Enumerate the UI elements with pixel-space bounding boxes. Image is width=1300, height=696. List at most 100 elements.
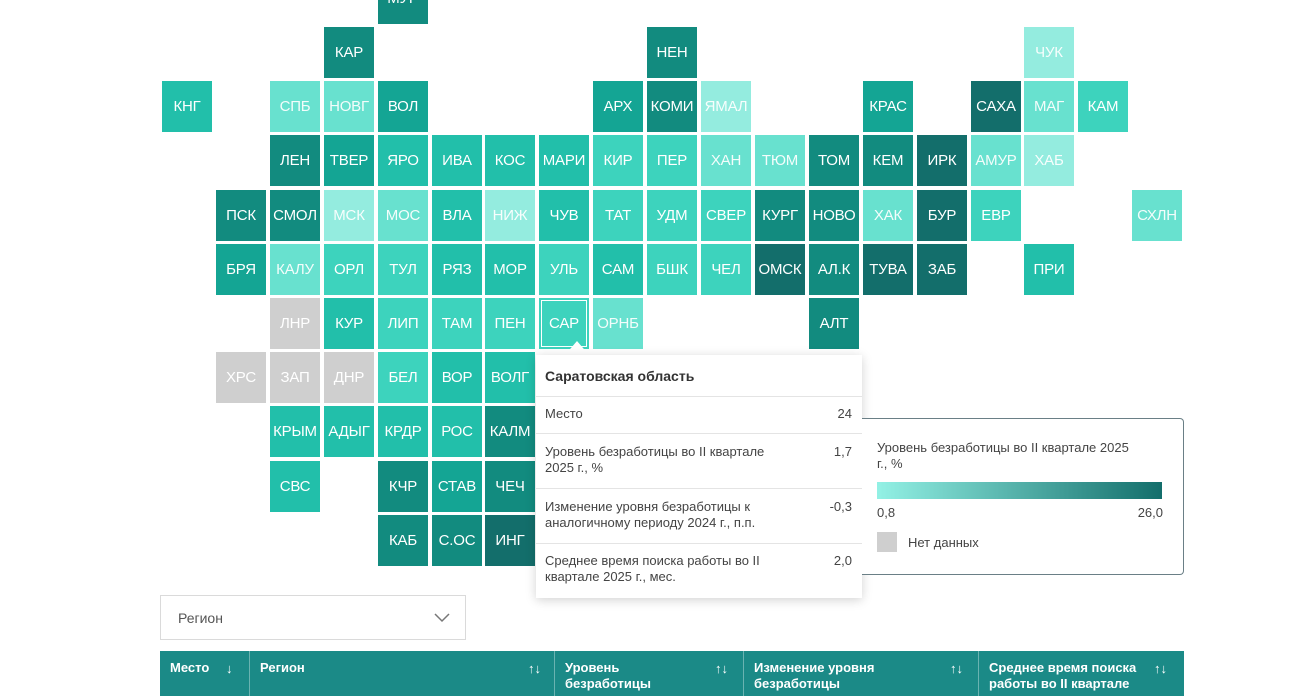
region-tile[interactable]: КОМИ — [647, 81, 697, 132]
region-tile[interactable]: АЛТ — [809, 298, 859, 349]
region-tile[interactable]: ХАБ — [1024, 135, 1074, 186]
region-tile[interactable]: НЕН — [647, 27, 697, 78]
region-tile[interactable]: САМ — [593, 244, 643, 295]
region-tile[interactable]: ТАТ — [593, 190, 643, 241]
region-tile[interactable]: ЧУВ — [539, 190, 589, 241]
region-tile[interactable]: КРАС — [863, 81, 913, 132]
region-tile[interactable]: КУР — [324, 298, 374, 349]
region-tile[interactable]: ВОЛГ — [485, 352, 535, 403]
region-tile[interactable]: СТАВ — [432, 461, 482, 512]
region-tile[interactable]: ЯМАЛ — [701, 81, 751, 132]
region-tile[interactable]: БУР — [917, 190, 967, 241]
tooltip-value-unemployment: 1,7 — [833, 444, 852, 459]
region-tile[interactable]: ЛЕН — [270, 135, 320, 186]
region-tile[interactable]: ТВЕР — [324, 135, 374, 186]
region-tile[interactable]: ИРК — [917, 135, 967, 186]
region-tile[interactable]: КАР — [324, 27, 374, 78]
column-header-change[interactable]: Изменение уровня безработицы — [744, 651, 974, 696]
region-tile[interactable]: КЕМ — [863, 135, 913, 186]
region-tile[interactable]: ТУВА — [863, 244, 913, 295]
region-tile[interactable]: БРЯ — [216, 244, 266, 295]
region-tile[interactable]: КИР — [593, 135, 643, 186]
region-tile[interactable]: МАРИ — [539, 135, 589, 186]
region-tile[interactable]: ЯРО — [378, 135, 428, 186]
region-tile[interactable]: ХРС — [216, 352, 266, 403]
region-tile[interactable]: КОС — [485, 135, 535, 186]
region-tile[interactable]: СМОЛ — [270, 190, 320, 241]
column-header-search-time[interactable]: Среднее время поиска работы во II кварта… — [979, 651, 1184, 696]
region-tile[interactable]: БЕЛ — [378, 352, 428, 403]
region-tile[interactable]: АРХ — [593, 81, 643, 132]
region-tile[interactable]: ТАМ — [432, 298, 482, 349]
region-tile[interactable]: ПЕР — [647, 135, 697, 186]
region-tile[interactable]: ЛИП — [378, 298, 428, 349]
region-tile[interactable]: ОРНБ — [593, 298, 643, 349]
region-tile[interactable]: КРЫМ — [270, 406, 320, 457]
region-tile[interactable]: ЕВР — [971, 190, 1021, 241]
region-tile[interactable]: ИНГ — [485, 515, 535, 566]
region-tile[interactable]: АДЫГ — [324, 406, 374, 457]
region-tile[interactable]: ПЕН — [485, 298, 535, 349]
region-tile[interactable]: ТЮМ — [755, 135, 805, 186]
region-tile[interactable]: САР — [539, 298, 589, 349]
region-tile[interactable]: АЛ.К — [809, 244, 859, 295]
region-tile[interactable]: ВЛА — [432, 190, 482, 241]
region-tile[interactable]: СВЕР — [701, 190, 751, 241]
sort-desc-icon[interactable]: ↓ — [226, 661, 233, 676]
region-tile[interactable]: ХАК — [863, 190, 913, 241]
region-tile[interactable]: МАГ — [1024, 81, 1074, 132]
region-tile[interactable]: САХА — [971, 81, 1021, 132]
sort-icon[interactable]: ↑↓ — [528, 661, 541, 676]
region-tile[interactable]: АМУР — [971, 135, 1021, 186]
region-tile[interactable]: НИЖ — [485, 190, 535, 241]
region-tile[interactable]: ВОЛ — [378, 81, 428, 132]
sort-icon[interactable]: ↑↓ — [1154, 661, 1167, 676]
column-header-unemployment[interactable]: Уровень безработицы — [555, 651, 740, 696]
region-tile[interactable]: ЗАП — [270, 352, 320, 403]
region-tile[interactable]: С.ОС — [432, 515, 482, 566]
region-tile[interactable]: ТОМ — [809, 135, 859, 186]
region-tile[interactable]: СХЛН — [1132, 190, 1182, 241]
region-tile[interactable]: НОВО — [809, 190, 859, 241]
region-tile[interactable]: ВОР — [432, 352, 482, 403]
region-tile[interactable]: ТУЛ — [378, 244, 428, 295]
region-tile[interactable]: СПБ — [270, 81, 320, 132]
sort-icon[interactable]: ↑↓ — [715, 661, 728, 676]
region-tile[interactable]: ПРИ — [1024, 244, 1074, 295]
region-tile[interactable]: МУР — [378, 0, 428, 24]
region-tile[interactable]: РОС — [432, 406, 482, 457]
column-header-region[interactable]: Регион — [250, 651, 553, 696]
region-tile[interactable]: ОМСК — [755, 244, 805, 295]
region-tile[interactable]: КАМ — [1078, 81, 1128, 132]
region-tile[interactable]: УДМ — [647, 190, 697, 241]
region-tile[interactable]: КРДР — [378, 406, 428, 457]
region-tile[interactable]: ЛНР — [270, 298, 320, 349]
region-tile[interactable]: ЧЕЛ — [701, 244, 751, 295]
region-tile[interactable]: СВС — [270, 461, 320, 512]
region-tile[interactable]: КАБ — [378, 515, 428, 566]
region-tile[interactable]: ХАН — [701, 135, 751, 186]
region-tile[interactable]: ЗАБ — [917, 244, 967, 295]
region-tile[interactable]: БШК — [647, 244, 697, 295]
sort-icon[interactable]: ↑↓ — [950, 661, 963, 676]
region-tile[interactable]: МОС — [378, 190, 428, 241]
region-tile[interactable]: ПСК — [216, 190, 266, 241]
region-tile[interactable]: МСК — [324, 190, 374, 241]
region-tile[interactable]: ДНР — [324, 352, 374, 403]
region-tile[interactable]: КНГ — [162, 81, 212, 132]
region-tile[interactable]: КУРГ — [755, 190, 805, 241]
region-tile[interactable]: ЧУК — [1024, 27, 1074, 78]
region-tile[interactable]: РЯЗ — [432, 244, 482, 295]
region-tile[interactable]: ИВА — [432, 135, 482, 186]
region-select[interactable]: Регион — [160, 595, 466, 640]
region-tile[interactable]: КАЛУ — [270, 244, 320, 295]
region-tile[interactable]: КАЛМ — [485, 406, 535, 457]
region-tile[interactable]: ЧЕЧ — [485, 461, 535, 512]
region-tile[interactable]: ОРЛ — [324, 244, 374, 295]
region-tile[interactable]: МОР — [485, 244, 535, 295]
region-tile[interactable]: УЛЬ — [539, 244, 589, 295]
column-label-change: Изменение уровня безработицы — [754, 660, 875, 691]
region-tile[interactable]: НОВГ — [324, 81, 374, 132]
region-tile[interactable]: КЧР — [378, 461, 428, 512]
column-header-rank[interactable]: Место — [160, 651, 248, 696]
